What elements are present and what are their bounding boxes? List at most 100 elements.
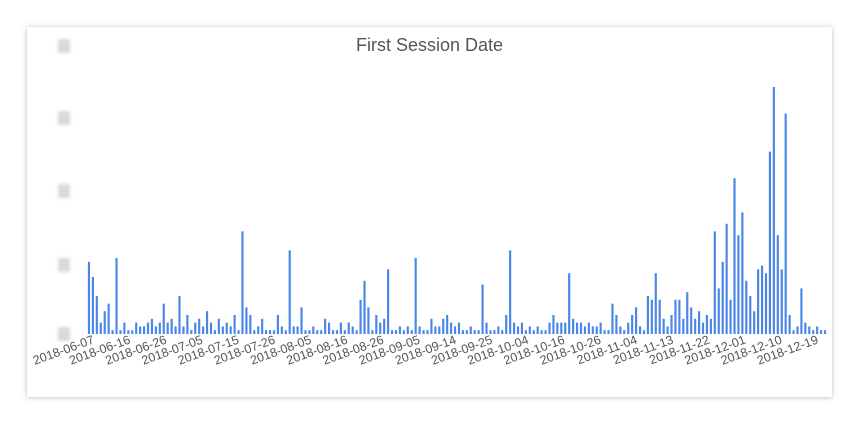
bar xyxy=(450,322,453,334)
bar xyxy=(552,315,555,334)
bar xyxy=(532,330,535,334)
bar xyxy=(638,326,642,334)
bar xyxy=(347,322,350,334)
bar xyxy=(654,273,657,334)
bar xyxy=(465,330,468,334)
bar xyxy=(780,269,783,334)
bar xyxy=(135,322,138,334)
bar xyxy=(371,330,374,334)
bar xyxy=(375,315,378,334)
bar xyxy=(804,322,807,334)
bar xyxy=(406,326,409,334)
bar xyxy=(253,330,256,334)
bar xyxy=(812,330,815,334)
bar-chart-plot: 2018-06-072018-06-162018-06-262018-07-05… xyxy=(31,87,827,368)
bar xyxy=(564,322,567,334)
bar xyxy=(426,330,429,334)
bar xyxy=(288,250,291,334)
bar xyxy=(438,326,441,334)
bar xyxy=(524,330,527,334)
bar xyxy=(599,322,602,334)
bar xyxy=(623,330,626,334)
bar xyxy=(379,322,382,334)
bar xyxy=(146,322,150,334)
bar xyxy=(595,326,598,334)
bar xyxy=(284,330,287,334)
bar xyxy=(615,315,618,334)
bar xyxy=(394,330,398,334)
bar xyxy=(367,307,370,334)
bar xyxy=(662,318,665,334)
bar xyxy=(442,318,445,334)
bar xyxy=(194,322,197,334)
bar xyxy=(768,151,771,334)
bar xyxy=(788,315,791,334)
bar xyxy=(107,303,110,334)
bar xyxy=(300,307,303,334)
bar xyxy=(560,322,563,334)
bar xyxy=(808,326,811,334)
bar xyxy=(402,330,405,334)
bar xyxy=(682,318,685,334)
bar xyxy=(717,288,720,334)
bar xyxy=(749,296,752,334)
bar xyxy=(186,315,189,334)
bar xyxy=(489,330,492,334)
bar xyxy=(686,292,689,334)
bar xyxy=(127,330,130,334)
bar xyxy=(265,330,268,334)
bar xyxy=(316,330,319,334)
bar xyxy=(249,315,252,334)
bar xyxy=(611,303,614,334)
bar xyxy=(410,330,413,334)
bar xyxy=(304,330,307,334)
bar xyxy=(784,113,787,334)
bar xyxy=(690,307,693,334)
bar xyxy=(587,322,590,334)
bar xyxy=(631,315,634,334)
bar xyxy=(205,311,209,334)
bar xyxy=(217,318,220,334)
bar xyxy=(213,330,216,334)
bar xyxy=(343,330,346,334)
bar xyxy=(650,299,653,334)
bar xyxy=(520,322,524,334)
bar xyxy=(87,261,91,334)
bar xyxy=(257,326,260,334)
bar xyxy=(359,299,362,334)
bar xyxy=(202,326,205,334)
bar xyxy=(603,330,606,334)
bar xyxy=(312,326,315,334)
x-axis-tick-labels: 2018-06-072018-06-162018-06-262018-07-05… xyxy=(31,333,820,368)
bar xyxy=(198,318,201,334)
bar xyxy=(713,231,716,334)
bar xyxy=(296,326,299,334)
bar xyxy=(209,322,213,334)
bar xyxy=(280,326,283,334)
bar xyxy=(174,326,177,334)
bar xyxy=(95,296,98,334)
bar xyxy=(721,261,724,334)
bar xyxy=(556,322,559,334)
bar xyxy=(627,322,630,334)
bar xyxy=(757,269,760,334)
bar xyxy=(548,322,551,334)
bar xyxy=(697,311,701,334)
bar xyxy=(741,212,744,334)
bar xyxy=(99,322,102,334)
bar xyxy=(182,326,185,334)
bar xyxy=(111,330,114,334)
bar xyxy=(619,326,622,334)
bar xyxy=(800,288,803,334)
bar xyxy=(635,307,638,334)
bar xyxy=(469,326,472,334)
bar xyxy=(221,326,224,334)
bar xyxy=(485,322,488,334)
bar xyxy=(505,315,508,334)
bar xyxy=(327,322,331,334)
chart-card: First Session Date 2018-06-07 2018-06-16 2… xyxy=(27,27,832,397)
bar xyxy=(237,330,240,334)
bar xyxy=(139,326,142,334)
bar xyxy=(363,280,366,334)
bar xyxy=(170,318,173,334)
